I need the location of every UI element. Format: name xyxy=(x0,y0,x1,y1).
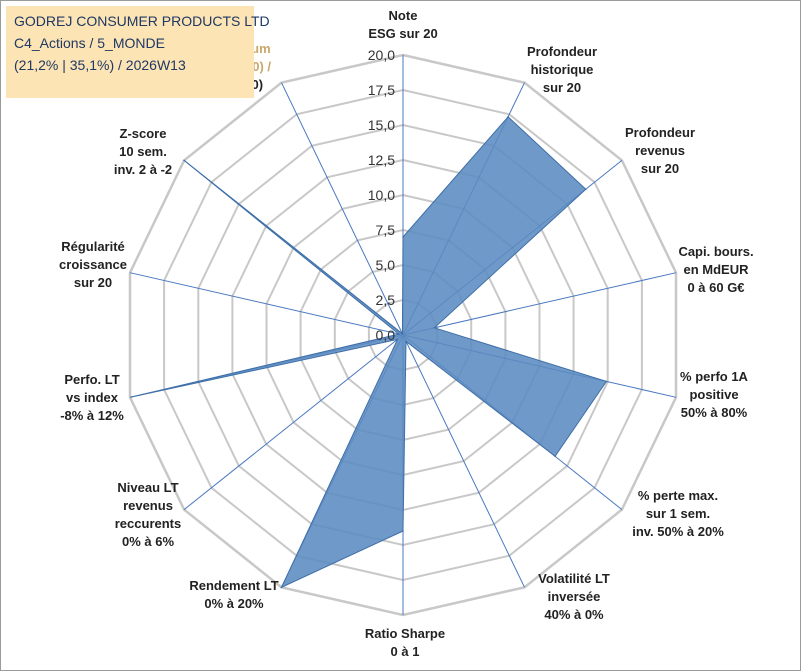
tick-label: 2,5 xyxy=(376,292,396,308)
axis-label-line: 40% à 0% xyxy=(544,607,604,622)
axis-spoke xyxy=(281,82,404,336)
data-point xyxy=(605,380,608,383)
axis-label: % perte max. sur 1 sem. inv. 50% à 20% xyxy=(632,488,724,539)
data-point xyxy=(401,332,404,335)
title-scores: (21,2% | 35,1%) / 2026W13 xyxy=(14,57,186,73)
axis-label-line: ESG sur 20 xyxy=(368,26,437,41)
axis-label: Perfo. LT vs index -8% à 12% xyxy=(60,372,124,423)
axis-label-line: % perte max. xyxy=(638,488,718,503)
tick-label: 7,5 xyxy=(376,222,396,238)
radar-axis-labels: Note ESG sur 20 Profondeur historique sur 20… xyxy=(59,8,754,659)
axis-spoke xyxy=(402,334,525,588)
axis-label-line: Rendement LT xyxy=(189,578,278,593)
axis-label-line: revenus xyxy=(635,143,685,158)
data-point xyxy=(554,455,556,458)
axis-label-line: -8% à 12% xyxy=(60,408,124,423)
axis-spoke xyxy=(129,272,404,336)
axis-spoke xyxy=(183,334,404,510)
data-point xyxy=(402,530,404,532)
axis-label: Profondeur historique sur 20 xyxy=(527,44,597,95)
axis-label-line: sur 20 xyxy=(74,275,112,290)
axis-label-line: vs index xyxy=(66,390,119,405)
axis-label: Capi. bours. en MdEUR 0 à 60 G€ xyxy=(678,244,753,295)
data-point xyxy=(405,340,407,343)
axis-label: Volatilité LT inversée 40% à 0% xyxy=(538,571,610,622)
axis-label-line: Ratio Sharpe xyxy=(365,626,445,641)
axis-label-line: Capi. bours. xyxy=(678,244,753,259)
axis-label-line: 0% à 6% xyxy=(122,534,174,549)
tick-label: 10,0 xyxy=(368,187,395,203)
axis-label-line: en MdEUR xyxy=(684,262,750,277)
data-point xyxy=(398,333,400,335)
axis-label-line: inversée xyxy=(548,589,601,604)
axis-label-line: Volatilité LT xyxy=(538,571,610,586)
tick-label: 17,5 xyxy=(368,82,395,98)
data-point xyxy=(585,188,587,190)
data-point xyxy=(433,327,436,329)
axis-label: Z-score 10 sem. inv. 2 à -2 xyxy=(114,126,172,177)
axis-label-line: Niveau LT xyxy=(117,480,178,495)
axis-label-line: sur 20 xyxy=(641,161,679,176)
title-company: GODREJ CONSUMER PRODUCTS LTD xyxy=(14,13,270,29)
title-category: C4_Actions / 5_MONDE xyxy=(14,35,165,51)
chart-title-box: GODREJ CONSUMER PRODUCTS LTD C4_Actions … xyxy=(6,6,270,98)
axis-label: Rendement LT 0% à 20% xyxy=(189,578,278,611)
axis-label-line: inv. 50% à 20% xyxy=(632,524,724,539)
axis-label-line: 0% à 20% xyxy=(204,596,264,611)
axis-label-line: positive xyxy=(689,387,738,402)
data-point xyxy=(280,586,283,589)
axis-label-line: Profondeur xyxy=(527,44,597,59)
axis-label-line: Perfo. LT xyxy=(64,372,119,387)
axis-label-line: historique xyxy=(531,62,594,77)
axis-label-line: 0 à 1 xyxy=(391,644,420,659)
radar-series xyxy=(130,116,608,589)
axis-label-line: sur 1 sem. xyxy=(646,506,710,521)
data-point xyxy=(183,159,185,162)
data-point xyxy=(396,338,399,341)
radar-tick-labels: 0,0 2,5 5,0 7,5 10,0 12,5 15,0 17,5 20,0 xyxy=(368,47,395,343)
data-point xyxy=(130,396,133,398)
axis-label-line: 0 à 60 G€ xyxy=(687,280,744,295)
axis-label-line: croissance xyxy=(59,257,127,272)
axis-label-line: revenus xyxy=(123,498,173,513)
axis-label: Régularité croissance sur 20 xyxy=(59,239,127,290)
axis-label-line: Régularité xyxy=(61,239,125,254)
axis-label-line: sur 20 xyxy=(543,80,581,95)
axis-label-line: Note xyxy=(389,8,418,23)
tick-label: 15,0 xyxy=(368,117,395,133)
axis-label-line: 10 sem. xyxy=(119,144,167,159)
tick-label: 0,0 xyxy=(376,327,396,343)
data-point xyxy=(507,116,509,118)
axis-label-line: inv. 2 à -2 xyxy=(114,162,172,177)
tick-label: 20,0 xyxy=(368,47,395,63)
axis-label-line: Profondeur xyxy=(625,125,695,140)
axis-label-line: Z-score xyxy=(120,126,167,141)
data-point xyxy=(402,236,404,238)
axis-label: % perfo 1A positive 50% à 80% xyxy=(680,369,749,420)
axis-label-line: 50% à 80% xyxy=(681,405,748,420)
axis-label: Ratio Sharpe 0 à 1 xyxy=(365,626,445,659)
axis-spoke xyxy=(402,272,677,336)
axis-label: Note ESG sur 20 xyxy=(368,8,437,41)
tick-label: 5,0 xyxy=(376,257,396,273)
axis-label: Niveau LT revenus reccurents 0% à 6% xyxy=(115,480,181,549)
tick-label: 12,5 xyxy=(368,152,395,168)
axis-label: Profondeur revenus sur 20 xyxy=(625,125,695,176)
axis-label-line: % perfo 1A xyxy=(680,369,749,384)
axis-label-line: reccurents xyxy=(115,516,181,531)
